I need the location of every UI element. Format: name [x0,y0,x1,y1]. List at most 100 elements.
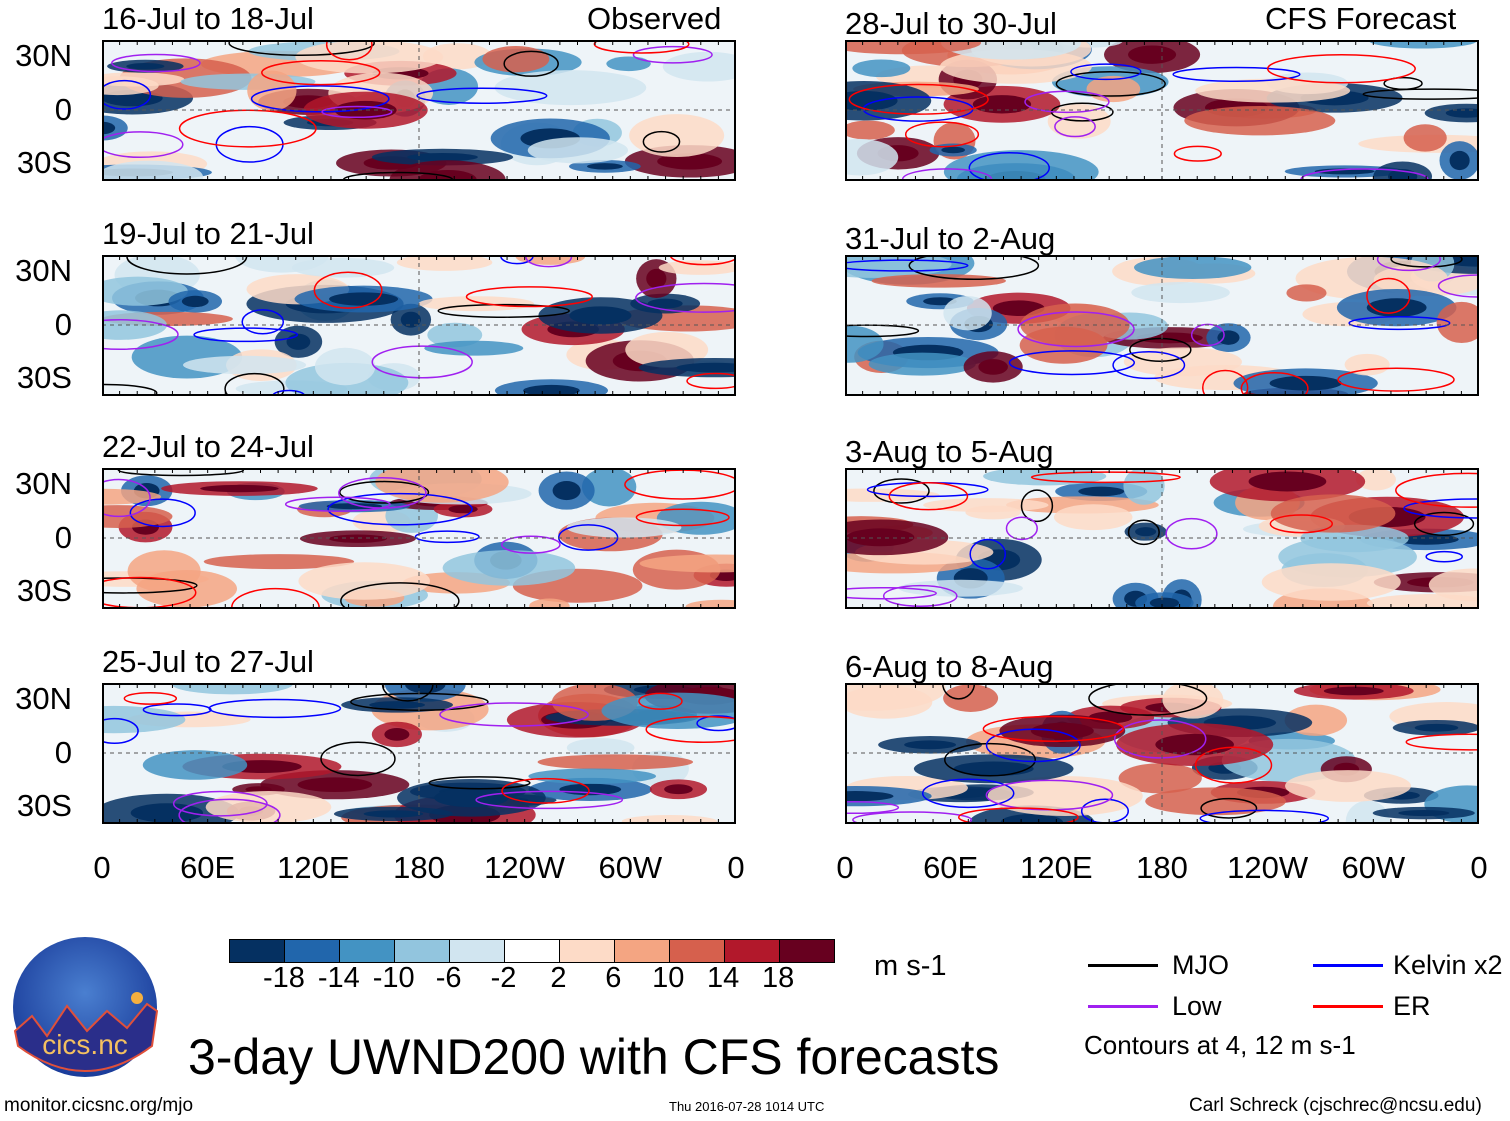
legend-label-mjo: MJO [1172,950,1229,980]
wind-anomaly-core [1149,597,1180,609]
wind-anomaly-blob [943,295,992,331]
lon-tick-label: 0 [836,850,854,885]
lat-tick-label: 30N [15,681,72,716]
kelvin-contour [1348,316,1451,331]
er-contour [1266,53,1416,84]
units-label: m s-1 [874,950,947,982]
colorbar-swatch [230,940,285,962]
mjo-contour [1088,683,1208,716]
colorbar-swatch [450,940,505,962]
wind-anomaly-blob [102,72,185,87]
colorbar-swatch [615,940,670,962]
legend-label-kelvin: Kelvin x2 [1393,950,1503,980]
wind-anomaly-blob [845,40,982,55]
wind-anomaly-core [1398,809,1450,817]
wind-anomaly-blob [314,347,376,386]
lat-tick-label: 30N [15,466,72,501]
wind-anomaly-core [286,333,311,350]
lon-tick-label: 120W [484,850,566,885]
source-url[interactable]: monitor.cicsnc.org/mjo [4,1095,194,1116]
wind-anomaly-core [1078,486,1125,497]
wind-anomaly-blob [943,684,999,712]
mjo-contour [908,255,1040,281]
contour-note: Contours at 4, 12 m s-1 [1084,1030,1356,1060]
kelvin-contour [968,151,1050,181]
mjo-contour [503,50,559,77]
mjo-contour [1383,76,1423,91]
wind-anomaly-blob [601,692,736,730]
wind-anomaly-blob [868,352,976,376]
wind-anomaly-blob [203,554,355,570]
map-panel [845,40,1479,181]
wind-anomaly-blob [171,683,293,695]
wind-anomaly-core [552,481,581,501]
mjo-contour [102,383,158,396]
wind-anomaly-core [400,311,421,328]
wind-anomaly-blob [1366,594,1479,609]
legend-line-mjo [1088,964,1158,967]
wind-anomaly-core [523,384,580,396]
low-contour [338,477,427,509]
kelvin-contour [414,530,480,544]
wind-anomaly-core [181,295,209,308]
lon-tick-label: 0 [1470,850,1488,885]
wind-anomaly-blob [1285,770,1412,802]
er-contour [1395,472,1479,508]
kelvin-contour [416,87,548,104]
wind-anomaly-blob [1270,494,1396,533]
colorbar-swatch [670,940,725,962]
wind-anomaly-core [1135,527,1157,537]
wind-anomaly-blob [102,276,188,306]
er-contour [501,777,590,804]
wind-anomaly-core [448,505,478,514]
wind-anomaly-blob [1123,468,1165,505]
wind-anomaly-core [1449,150,1470,171]
wind-anomaly-blob [1295,256,1448,300]
low-contour [1005,516,1038,541]
wind-anomaly-core [1217,330,1240,345]
wind-anomaly-blob [1145,787,1286,816]
er-contour [325,40,373,61]
mjo-contour [437,303,570,318]
lon-tick-label: 120E [1020,850,1093,885]
wind-anomaly-blob [871,274,1007,288]
er-contour [465,286,593,308]
lon-tick-label: 180 [1136,850,1188,885]
wind-anomaly-core [126,63,165,70]
low-contour [371,345,473,379]
wind-anomaly-core [363,810,424,818]
wind-anomaly-blob [845,325,884,363]
wind-anomaly-core [646,268,667,289]
wind-anomaly-blob [494,70,647,106]
panel-title: 16-Jul to 18-Jul [102,1,314,36]
forecast-label: CFS Forecast [1265,1,1457,36]
low-contour [632,45,713,64]
er-contour [593,40,690,54]
wind-anomaly-blob [291,257,395,278]
colorbar-tick-label: 14 [707,962,740,994]
kelvin-contour [241,309,285,335]
mjo-contour [1200,797,1258,819]
er-contour [848,83,989,115]
wind-anomaly-blob [1428,568,1479,602]
wind-anomaly-blob [1345,800,1391,824]
low-contour [321,105,393,119]
colorbar-swatch [505,940,560,962]
wind-anomaly-blob [102,505,173,528]
kelvin-contour [969,538,1007,570]
mjo-contour [224,372,285,396]
lon-tick-label: 120W [1227,850,1309,885]
er-contour [1269,514,1333,534]
wind-anomaly-blob [845,138,899,176]
wind-anomaly-blob [142,750,248,780]
lon-tick-label: 0 [93,850,111,885]
low-contour [1017,311,1135,348]
legend-line-er [1313,1005,1383,1008]
wind-anomaly-core [328,534,387,543]
wind-anomaly-core [1314,168,1375,175]
wind-anomaly-blob [1019,326,1108,364]
lat-tick-label: 0 [54,92,72,127]
low-contour [635,282,736,313]
kelvin-contour [102,79,152,110]
wind-anomaly-blob [527,137,629,164]
